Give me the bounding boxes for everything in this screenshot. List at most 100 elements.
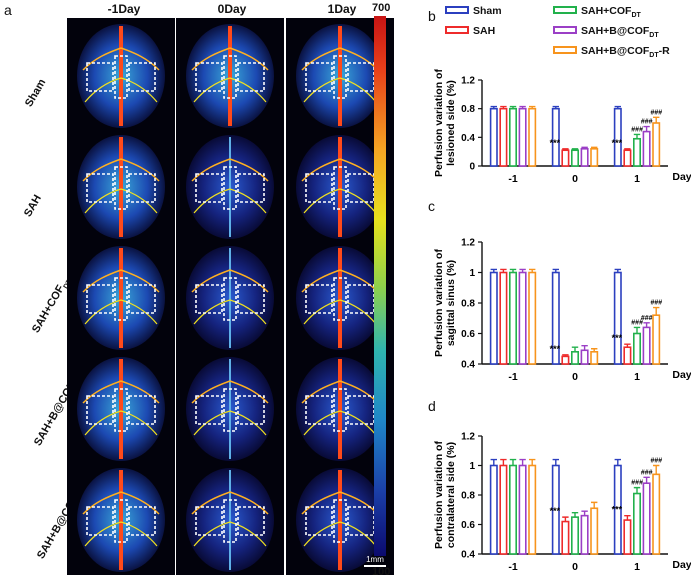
legend-label-sham: Sham (473, 5, 502, 17)
y-tick-label: 0.4 (461, 360, 475, 371)
bar-sah-b-cof-dt-r-day-1 (528, 107, 537, 167)
bar-sah-cof-dt-day-0 (571, 351, 580, 365)
bar-sah-b-cof-dt-day-1 (642, 482, 651, 555)
legend: Sham SAH SAH+COFDT SAH+B@COFDT SAH+B@COFDT-R (445, 5, 670, 59)
error-bar-sah-day-0 (562, 148, 569, 151)
x-axis-label: Day (672, 171, 691, 183)
error-bar-sah-b-cof-dt-r-day-1 (653, 306, 660, 316)
significance-marker: ### (641, 315, 653, 322)
y-tick-label: 0.6 (461, 520, 475, 531)
colorbar (374, 16, 386, 556)
colorbar-min: 100 (372, 566, 391, 578)
error-bar-sah-cof-dt-day-1 (509, 105, 517, 109)
significance-marker: ### (641, 469, 653, 476)
error-bar-sah-b-cof-dt-r-day-1 (529, 268, 536, 273)
error-bar-sah-b-cof-dt-day-1 (643, 476, 650, 484)
error-bar-sah-b-cof-dt-day-0 (581, 146, 588, 149)
significance-marker: ### (641, 119, 653, 126)
y-tick-label: 0.6 (461, 329, 475, 340)
panel-letter-a: a (4, 2, 12, 18)
bar-sah-b-cof-dt-day-0 (580, 148, 589, 167)
error-bar-sah-b-cof-dt-day-0 (581, 510, 588, 516)
error-bar-sah-b-cof-dt-r-day-1 (529, 458, 536, 466)
bar-sah-day-1 (499, 271, 508, 365)
perfusion-image-sah-b-cof-dt-r-0day (176, 462, 284, 575)
error-bar-sham-day-1 (614, 458, 621, 466)
error-bar-sah-day-1 (500, 105, 507, 109)
y-tick-label: 1.2 (461, 76, 475, 87)
brain-perfusion-map (67, 240, 175, 353)
legend-swatch-sah-b-cof-dt-r (553, 46, 577, 54)
y-tick-label: 0.8 (461, 491, 475, 502)
error-bar-sah-cof-dt-day-1 (633, 133, 641, 139)
error-bar-sah-b-cof-dt-r-day-1 (653, 464, 660, 475)
x-axis-label: Day (672, 559, 691, 571)
row-label-sah: SAH (21, 192, 44, 219)
brain-perfusion-map (176, 351, 284, 464)
bar-sah-day-1 (499, 464, 508, 555)
y-axis-label: Perfusion variation oflesioned side (%) (433, 69, 457, 177)
error-bar-sah-b-cof-dt-day-1 (643, 322, 650, 328)
bar-sah-b-cof-dt-day-1 (518, 107, 527, 167)
bar-sah-b-cof-dt-r-day-1 (652, 314, 661, 365)
bar-sah-cof-dt-day-1 (509, 464, 518, 555)
y-tick-label: 1 (469, 268, 475, 279)
significance-marker: *** (612, 333, 623, 343)
y-tick-label: 0.4 (461, 133, 475, 144)
scale-bar-label: 1mm (366, 555, 384, 564)
error-bar-sah-b-cof-dt-r-day-1 (529, 105, 536, 109)
y-axis-label: Perfusion variation ofsagittal sinus (%) (433, 249, 457, 357)
error-bar-sah-b-cof-dt-day-1 (519, 458, 526, 466)
error-bar-sah-cof-dt-day-0 (571, 346, 579, 352)
x-tick-label: -1 (508, 561, 517, 573)
brain-perfusion-map (67, 129, 175, 242)
x-tick-label: 1 (634, 173, 640, 185)
y-tick-label: 0.8 (461, 299, 475, 310)
error-bar-sah-cof-dt-day-1 (509, 268, 517, 273)
error-bar-sah-b-cof-dt-day-1 (643, 125, 650, 132)
legend-label-sah-cof-dt: SAH+COFDT (581, 5, 642, 19)
significance-marker: *** (550, 344, 561, 354)
error-bar-sham-day-1 (614, 268, 621, 273)
brain-perfusion-map (67, 462, 175, 575)
x-tick-label: 1 (634, 561, 640, 573)
error-bar-sah-cof-dt-day-1 (509, 458, 517, 466)
brain-perfusion-map (176, 129, 284, 242)
error-bar-sham-day-1 (490, 458, 497, 466)
error-bar-sham-day-0 (552, 458, 559, 466)
bar-sah-cof-dt-day-1 (633, 332, 642, 365)
perfusion-image-sah-cof-dt-0day (176, 240, 284, 353)
significance-marker: ### (650, 458, 662, 465)
bar-sah-b-cof-dt-r-day-0 (590, 351, 599, 365)
error-bar-sah-cof-dt-day-0 (571, 148, 579, 151)
bar-sah-b-cof-dt-r-day-1 (652, 473, 661, 555)
error-bar-sah-day-1 (500, 268, 507, 273)
chart-lesioned-side: Perfusion variation oflesioned side (%) 0… (433, 69, 691, 185)
significance-marker: ### (650, 300, 662, 307)
x-tick-label: 0 (572, 561, 578, 573)
x-tick-label: -1 (508, 371, 517, 383)
bar-sah-day-1 (623, 149, 632, 167)
significance-marker: *** (612, 505, 623, 515)
column-header-1day: 1Day (327, 2, 357, 16)
error-bar-sham-day-0 (552, 105, 559, 109)
x-tick-label: 1 (634, 371, 640, 383)
significance-marker: *** (550, 138, 561, 148)
y-tick-label: 0.8 (461, 104, 475, 115)
significance-marker: ### (631, 480, 643, 487)
significance-marker: ### (631, 319, 643, 326)
error-bar-sah-cof-dt-day-1 (633, 486, 641, 494)
bar-sah-cof-dt-day-1 (509, 107, 518, 167)
significance-marker: ### (650, 109, 662, 116)
bar-sah-b-cof-dt-r-day-1 (652, 122, 661, 167)
bar-sah-day-0 (561, 520, 570, 555)
row-label-sham: Sham (22, 76, 49, 109)
bar-sah-b-cof-dt-day-1 (518, 271, 527, 365)
bar-sah-b-cof-dt-day-0 (580, 514, 589, 555)
bar-sah-day-0 (561, 149, 570, 167)
error-bar-sah-day-1 (500, 458, 507, 466)
significance-marker: *** (550, 506, 561, 516)
error-bar-sah-b-cof-dt-r-day-0 (591, 348, 598, 352)
colorbar-max: 700 (372, 2, 391, 14)
perfusion-image-sah-0day (176, 129, 284, 242)
